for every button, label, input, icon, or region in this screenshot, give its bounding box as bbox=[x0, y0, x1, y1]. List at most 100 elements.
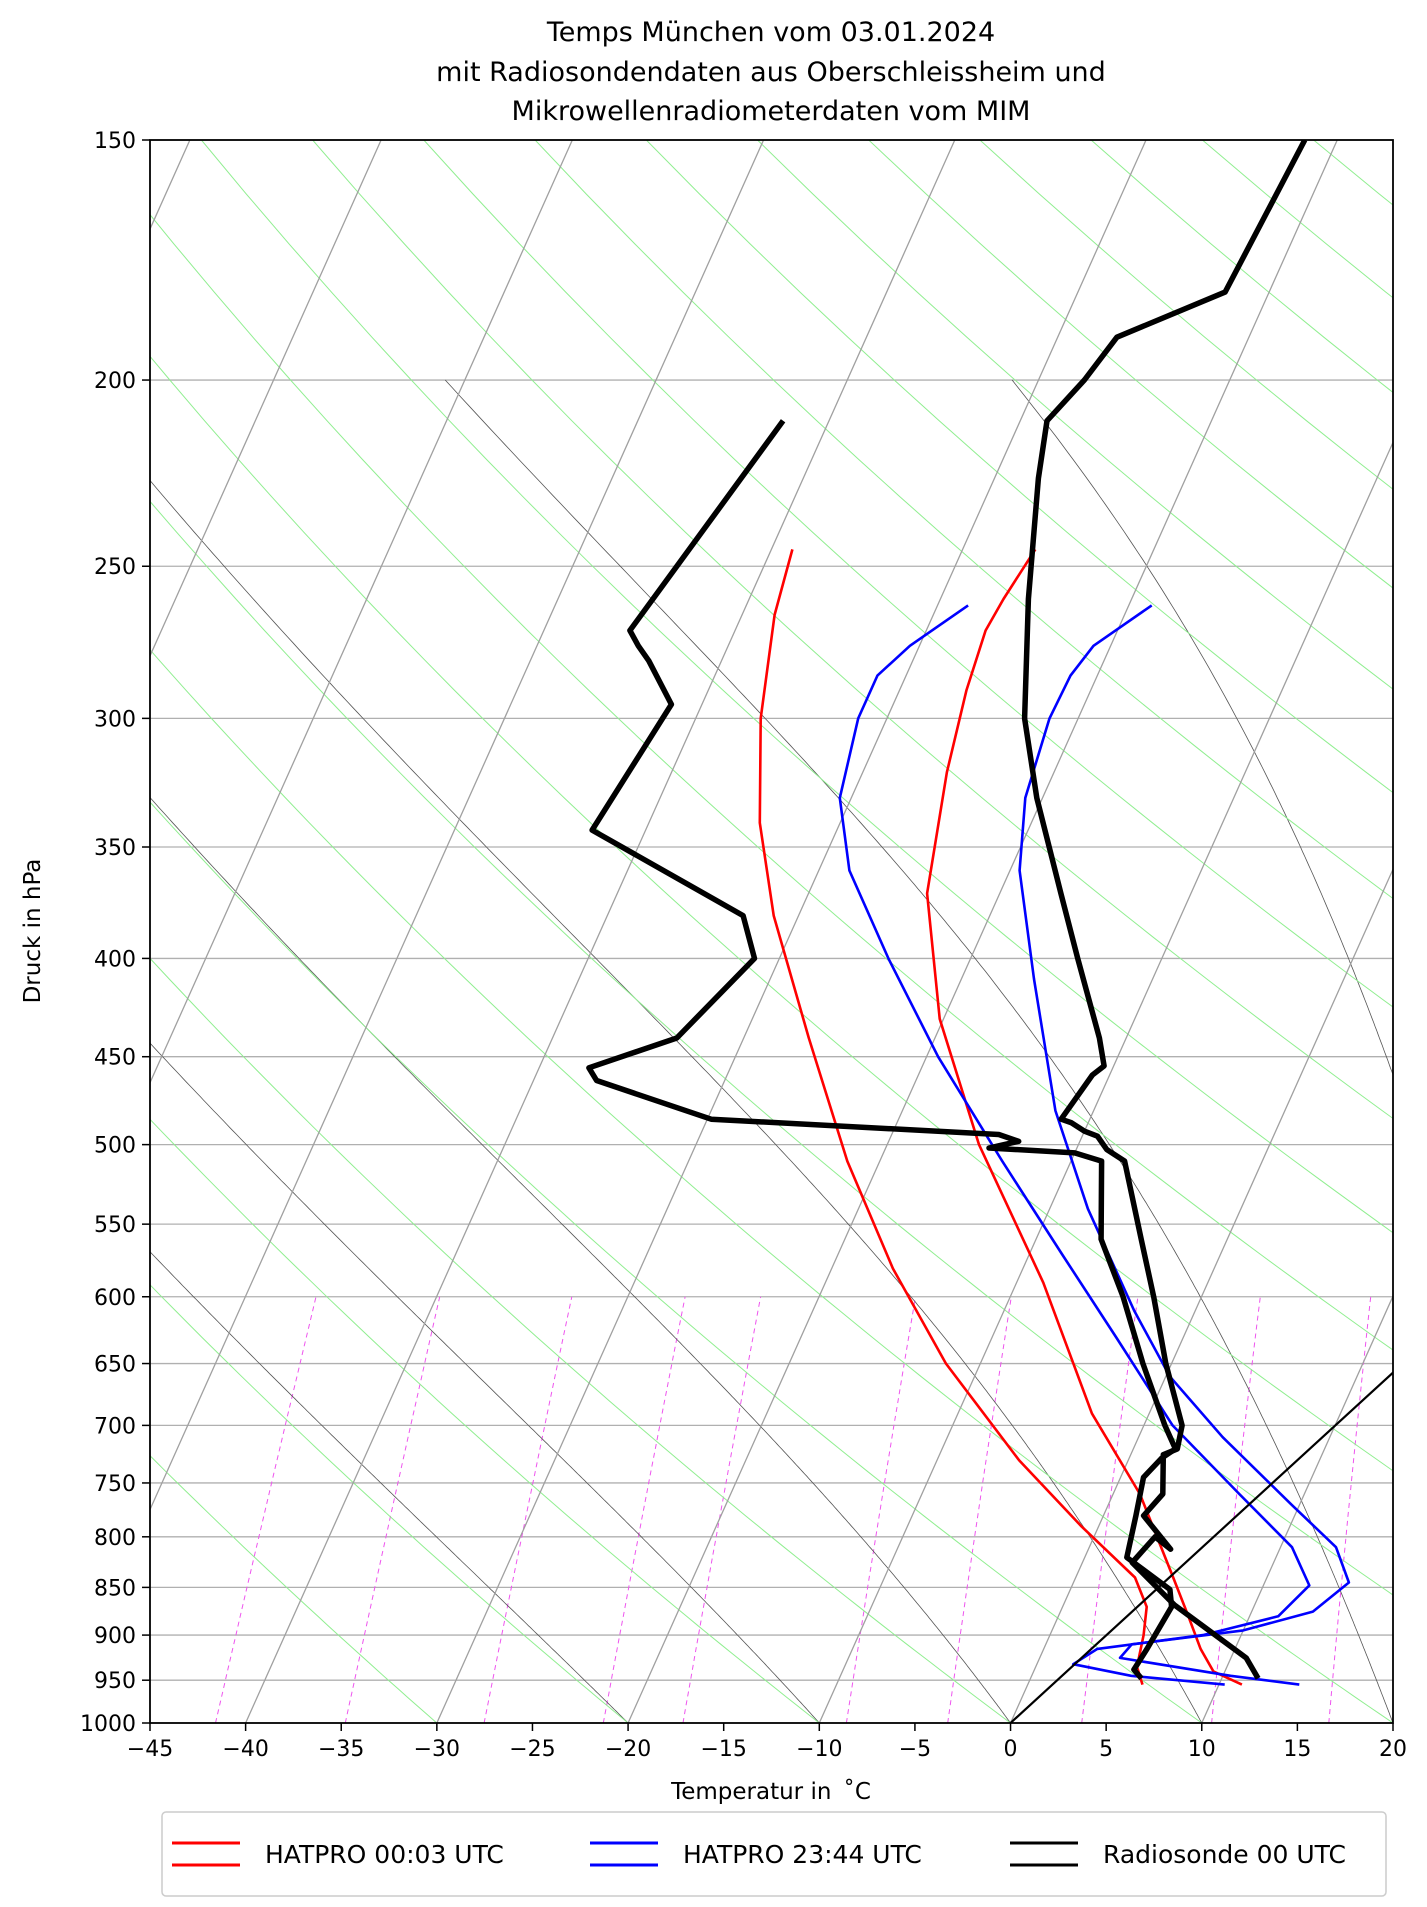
moist-adiabat bbox=[150, 1042, 820, 1723]
y-tick-label: 550 bbox=[94, 1213, 136, 1238]
y-tick-label: 1000 bbox=[80, 1712, 136, 1737]
mixing-ratio-line bbox=[682, 1296, 762, 1723]
x-tick-label: −45 bbox=[127, 1737, 173, 1762]
dry-adiabat bbox=[150, 801, 1203, 1723]
legend: HATPRO 00:03 UTC HATPRO 23:44 UTC Radios… bbox=[161, 1811, 1387, 1897]
y-tick-label: 950 bbox=[94, 1669, 136, 1694]
moist-adiabats bbox=[150, 379, 1393, 1723]
isotherm-line bbox=[1009, 867, 1393, 1723]
mixing-ratio-line bbox=[215, 1296, 317, 1723]
moist-adiabat bbox=[150, 1251, 629, 1723]
dry-adiabat bbox=[150, 1284, 629, 1723]
y-tick-label: 300 bbox=[94, 707, 136, 732]
legend-label-3: Radiosonde 00 UTC bbox=[1103, 1840, 1346, 1869]
isotherm-line bbox=[150, 140, 382, 658]
series-3-line bbox=[838, 604, 1311, 1686]
y-tick-label: 900 bbox=[94, 1624, 136, 1649]
x-axis-ticks: −45 −40 −35 −30 −25 −20 −15 −10 −5 0 5 10 15 20 bbox=[127, 1723, 1407, 1762]
mixing-ratio-line bbox=[845, 1296, 916, 1723]
x-tick-label: −25 bbox=[509, 1737, 555, 1762]
series-5-line bbox=[586, 419, 1179, 1681]
isotherm-line bbox=[436, 140, 1147, 1723]
title-line-2: mit Radiosondendaten aus Oberschleisshei… bbox=[436, 57, 1106, 88]
dry-adiabat bbox=[645, 140, 1393, 794]
y-tick-label: 600 bbox=[94, 1286, 136, 1311]
moist-adiabat bbox=[1011, 379, 1393, 1076]
y-tick-label: 350 bbox=[94, 836, 136, 861]
dry-adiabat bbox=[312, 140, 1393, 1120]
dry-adiabat bbox=[868, 140, 1393, 589]
x-tick-label: 0 bbox=[1004, 1737, 1018, 1762]
series-0-line bbox=[925, 548, 1243, 1686]
dry-adiabat bbox=[150, 500, 1393, 1596]
dry-adiabat bbox=[150, 1455, 438, 1723]
mixing-ratio-line bbox=[1328, 1296, 1372, 1723]
dry-adiabat bbox=[201, 140, 1393, 1234]
legend-label-2: HATPRO 23:44 UTC bbox=[683, 1840, 922, 1869]
moist-adiabat bbox=[150, 796, 1011, 1723]
isotherm-line bbox=[627, 140, 1338, 1723]
y-tick-label: 200 bbox=[94, 369, 136, 394]
y-tick-label: 400 bbox=[94, 947, 136, 972]
x-tick-label: 5 bbox=[1099, 1737, 1113, 1762]
legend-label-1: HATPRO 00:03 UTC bbox=[265, 1840, 504, 1869]
x-tick-label: −30 bbox=[414, 1737, 460, 1762]
isotherm-line bbox=[245, 140, 956, 1723]
x-tick-label: −40 bbox=[222, 1737, 268, 1762]
title-line-3: Mikrowellenradiometerdaten vom MIM bbox=[512, 96, 1031, 127]
x-tick-label: 10 bbox=[1188, 1737, 1216, 1762]
isotherm-line bbox=[150, 140, 765, 1512]
y-tick-label: 750 bbox=[94, 1472, 136, 1497]
series-1-line bbox=[758, 549, 1148, 1685]
mixing-ratio-line bbox=[1211, 1296, 1261, 1723]
dry-adiabat bbox=[979, 140, 1393, 490]
x-tick-label: −35 bbox=[318, 1737, 364, 1762]
skewed-isotherms bbox=[150, 140, 1393, 1723]
x-tick-label: −5 bbox=[899, 1737, 931, 1762]
x-axis-label: Temperatur in ˚C bbox=[670, 1778, 871, 1805]
y-axis-label: Druck in hPa bbox=[20, 859, 46, 1004]
legend-box bbox=[161, 1811, 1387, 1897]
y-tick-label: 250 bbox=[94, 555, 136, 580]
dry-adiabat bbox=[757, 140, 1393, 690]
mixing-ratio-line bbox=[1415, 1297, 1427, 1723]
mixing-ratio-line bbox=[947, 1296, 1012, 1723]
y-tick-label: 150 bbox=[94, 129, 136, 154]
dry-adiabat bbox=[423, 140, 1393, 1008]
plot-frame bbox=[149, 139, 1394, 1724]
mixing-ratio-line bbox=[483, 1296, 573, 1723]
dry-adiabat bbox=[150, 355, 1393, 1472]
y-tick-label: 700 bbox=[94, 1414, 136, 1439]
dry-adiabats bbox=[150, 140, 1393, 1723]
mixing-ratio-lines bbox=[215, 1296, 1427, 1723]
y-tick-label: 450 bbox=[94, 1046, 136, 1071]
moist-adiabat bbox=[150, 479, 1203, 1723]
mixing-ratio-line bbox=[1081, 1296, 1139, 1723]
dry-adiabat bbox=[1313, 140, 1393, 206]
y-tick-label: 850 bbox=[94, 1576, 136, 1601]
x-tick-label: −15 bbox=[700, 1737, 746, 1762]
y-tick-label: 650 bbox=[94, 1353, 136, 1378]
data-series bbox=[586, 140, 1393, 1723]
x-tick-label: 15 bbox=[1283, 1737, 1311, 1762]
x-tick-label: 20 bbox=[1379, 1737, 1407, 1762]
series-4-line bbox=[1021, 140, 1308, 1680]
dry-adiabat bbox=[534, 140, 1393, 900]
reference-line bbox=[1009, 1371, 1393, 1723]
y-tick-label: 800 bbox=[94, 1526, 136, 1551]
isotherm-line bbox=[1392, 1721, 1393, 1723]
chart-title: Temps München vom 03.01.2024 mit Radioso… bbox=[436, 17, 1106, 127]
x-tick-label: −20 bbox=[605, 1737, 651, 1762]
mixing-ratio-line bbox=[344, 1296, 441, 1723]
title-line-1: Temps München vom 03.01.2024 bbox=[546, 17, 995, 48]
mixing-ratio-line bbox=[602, 1296, 686, 1723]
isotherm-line bbox=[818, 440, 1393, 1723]
dry-adiabat bbox=[150, 213, 1393, 1351]
isotherm-line bbox=[1201, 1294, 1393, 1723]
y-tick-label: 500 bbox=[94, 1134, 136, 1159]
x-tick-label: −10 bbox=[796, 1737, 842, 1762]
dry-adiabat bbox=[150, 649, 1393, 1723]
dry-adiabat bbox=[150, 957, 1011, 1723]
dry-adiabat bbox=[150, 1118, 820, 1723]
plot-area bbox=[150, 140, 1427, 1723]
